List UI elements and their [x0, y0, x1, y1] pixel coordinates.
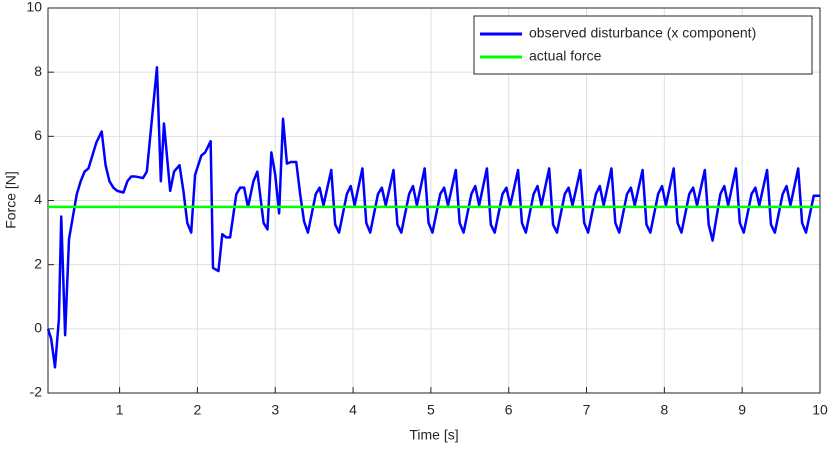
x-tick-label: 8 — [660, 402, 668, 418]
y-axis-label: Force [N] — [3, 171, 19, 229]
y-tick-label: 10 — [26, 0, 42, 15]
y-tick-label: 2 — [34, 255, 42, 271]
x-tick-label: 2 — [194, 402, 202, 418]
y-tick-label: 4 — [34, 191, 42, 207]
x-axis-label: Time [s] — [409, 427, 458, 443]
x-tick-label: 1 — [116, 402, 124, 418]
y-tick-label: 6 — [34, 127, 42, 143]
y-tick-label: 8 — [34, 63, 42, 79]
axes-box — [47, 7, 821, 394]
x-tick-label: 3 — [271, 402, 279, 418]
legend: observed disturbance (x component) actual… — [473, 15, 813, 75]
x-tick-label: 10 — [812, 402, 828, 418]
y-tick-label: -2 — [30, 384, 43, 400]
x-tick-label: 4 — [349, 402, 357, 418]
legend-label: observed disturbance (x component) — [529, 25, 756, 41]
y-tick-label: 0 — [34, 320, 42, 336]
legend-label: actual force — [529, 48, 602, 64]
x-tick-label: 6 — [505, 402, 513, 418]
x-tick-label: 5 — [427, 402, 435, 418]
data-line — [46, 66, 820, 369]
x-tick-label: 9 — [738, 402, 746, 418]
legend-box — [473, 15, 813, 75]
x-tick-label: 7 — [583, 402, 591, 418]
